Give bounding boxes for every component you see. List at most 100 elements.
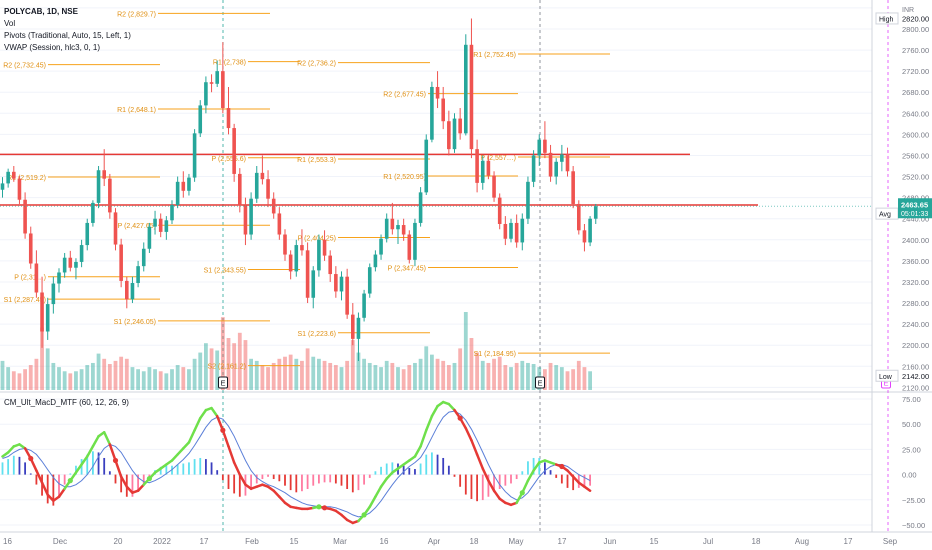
last-price-value[interactable]: 2463.65 xyxy=(901,200,928,209)
price-tag-label[interactable]: High xyxy=(879,16,894,23)
time-tick-label[interactable]: 15 xyxy=(650,537,659,546)
candle-body[interactable] xyxy=(57,272,61,284)
earnings-marker[interactable] xyxy=(535,376,545,389)
time-tick-label[interactable]: 18 xyxy=(470,537,479,546)
candle-body[interactable] xyxy=(430,86,434,140)
time-tick-label[interactable]: 2022 xyxy=(153,537,171,546)
time-tick-label[interactable]: 16 xyxy=(3,537,12,546)
price-tick-label[interactable]: 2160.00 xyxy=(902,362,929,371)
candle-body[interactable] xyxy=(204,82,208,106)
candle-body[interactable] xyxy=(577,203,581,231)
candle-body[interactable] xyxy=(85,222,90,246)
time-tick-label[interactable]: 16 xyxy=(380,537,389,546)
candle-body[interactable] xyxy=(23,199,27,234)
candle-body[interactable] xyxy=(339,276,344,292)
time-tick-label[interactable]: 17 xyxy=(844,537,853,546)
candle-body[interactable] xyxy=(565,154,570,172)
price-tag-value[interactable]: 2820.00 xyxy=(902,14,929,23)
candle-body[interactable] xyxy=(68,257,73,268)
price-axis[interactable]: INR 2120.00 2160.00 2200.00 2240.00 2280.00 23… xyxy=(0,7,932,530)
candle-body[interactable] xyxy=(175,181,180,206)
candle-body[interactable] xyxy=(356,317,361,339)
time-tick-label[interactable]: 15 xyxy=(290,537,299,546)
candle-body[interactable] xyxy=(187,177,191,191)
candle-body[interactable] xyxy=(379,238,383,255)
candle-body[interactable] xyxy=(401,225,406,235)
candle-body[interactable] xyxy=(181,181,186,191)
candle-body[interactable] xyxy=(424,139,429,193)
candle-body[interactable] xyxy=(34,263,39,293)
candle-body[interactable] xyxy=(413,222,417,260)
candle-body[interactable] xyxy=(447,121,451,150)
price-tick-label[interactable]: 2680.00 xyxy=(902,88,929,97)
candle-body[interactable] xyxy=(232,128,236,174)
candle-body[interactable] xyxy=(266,179,270,199)
candle-body[interactable] xyxy=(509,222,513,239)
candle-body[interactable] xyxy=(537,139,542,156)
time-axis[interactable]: 16 Dec 20 2022 17 Feb 15 Mar 16 Apr 18 May 17 Jun 15 Ju… xyxy=(3,537,898,546)
candle-body[interactable] xyxy=(113,212,118,245)
candle-body[interactable] xyxy=(345,276,349,315)
candle-body[interactable] xyxy=(300,245,304,251)
candle-body[interactable] xyxy=(531,155,536,182)
candle-body[interactable] xyxy=(136,266,140,284)
price-tick-label[interactable]: 2640.00 xyxy=(902,109,929,118)
time-tick-label[interactable]: Apr xyxy=(428,537,441,546)
candle-body[interactable] xyxy=(362,293,366,318)
price-tag-value[interactable]: 2142.00 xyxy=(902,372,929,381)
candle-body[interactable] xyxy=(294,245,299,272)
candle-body[interactable] xyxy=(328,255,332,275)
candle-body[interactable] xyxy=(243,205,248,235)
price-tick-label[interactable]: 2480.00 xyxy=(902,194,929,203)
candle-body[interactable] xyxy=(130,283,135,300)
candle-body[interactable] xyxy=(396,225,400,230)
candle-body[interactable] xyxy=(492,175,496,198)
candle-body[interactable] xyxy=(226,108,231,129)
earnings-marker-label[interactable]: E xyxy=(883,379,888,388)
price-tick-label[interactable]: 2360.00 xyxy=(902,257,929,266)
candle-body[interactable] xyxy=(458,118,462,134)
candle-body[interactable] xyxy=(452,118,457,150)
candle-body[interactable] xyxy=(102,170,106,179)
symbol-label[interactable]: POLYCAB, 1D, NSE xyxy=(4,7,78,16)
candle-body[interactable] xyxy=(192,133,197,178)
candle-body[interactable] xyxy=(554,161,558,177)
candle-body[interactable] xyxy=(469,44,474,150)
candle-body[interactable] xyxy=(164,220,169,232)
candle-body[interactable] xyxy=(198,105,203,134)
candle-body[interactable] xyxy=(305,250,310,298)
price-tick-label[interactable]: 2200.00 xyxy=(902,341,929,350)
macd-tick-label[interactable]: 25.00 xyxy=(902,445,921,454)
candle-body[interactable] xyxy=(543,139,547,153)
macd-tick-label[interactable]: −50.00 xyxy=(902,521,925,530)
candle-body[interactable] xyxy=(91,202,95,223)
candle-body[interactable] xyxy=(288,254,293,272)
candle-body[interactable] xyxy=(141,248,146,267)
candle-body[interactable] xyxy=(40,292,44,332)
candle-body[interactable] xyxy=(497,197,502,224)
candle-body[interactable] xyxy=(384,218,389,239)
time-tick-label[interactable]: 20 xyxy=(114,537,123,546)
time-tick-label[interactable]: May xyxy=(508,537,523,546)
candle-body[interactable] xyxy=(238,173,242,206)
candle-body[interactable] xyxy=(12,171,16,179)
candle-body[interactable] xyxy=(51,283,56,305)
time-tick-label[interactable]: Jul xyxy=(703,537,713,546)
candle-body[interactable] xyxy=(464,44,468,134)
candle-body[interactable] xyxy=(249,198,253,235)
price-tick-label[interactable]: 2760.00 xyxy=(902,46,929,55)
candle-body[interactable] xyxy=(407,234,412,260)
candle-body[interactable] xyxy=(520,218,525,243)
time-tick-label[interactable]: Jun xyxy=(604,537,617,546)
price-tick-label[interactable]: 2720.00 xyxy=(902,67,929,76)
candle-body[interactable] xyxy=(322,239,327,256)
candle-body[interactable] xyxy=(96,170,101,203)
candle-body[interactable] xyxy=(373,254,378,268)
time-tick-label[interactable]: 17 xyxy=(200,537,209,546)
candle-body[interactable] xyxy=(480,160,485,183)
macd-tick-label[interactable]: 50.00 xyxy=(902,420,921,429)
time-tick-label[interactable]: Feb xyxy=(245,537,259,546)
candle-body[interactable] xyxy=(486,160,491,176)
candle-body[interactable] xyxy=(108,178,112,213)
